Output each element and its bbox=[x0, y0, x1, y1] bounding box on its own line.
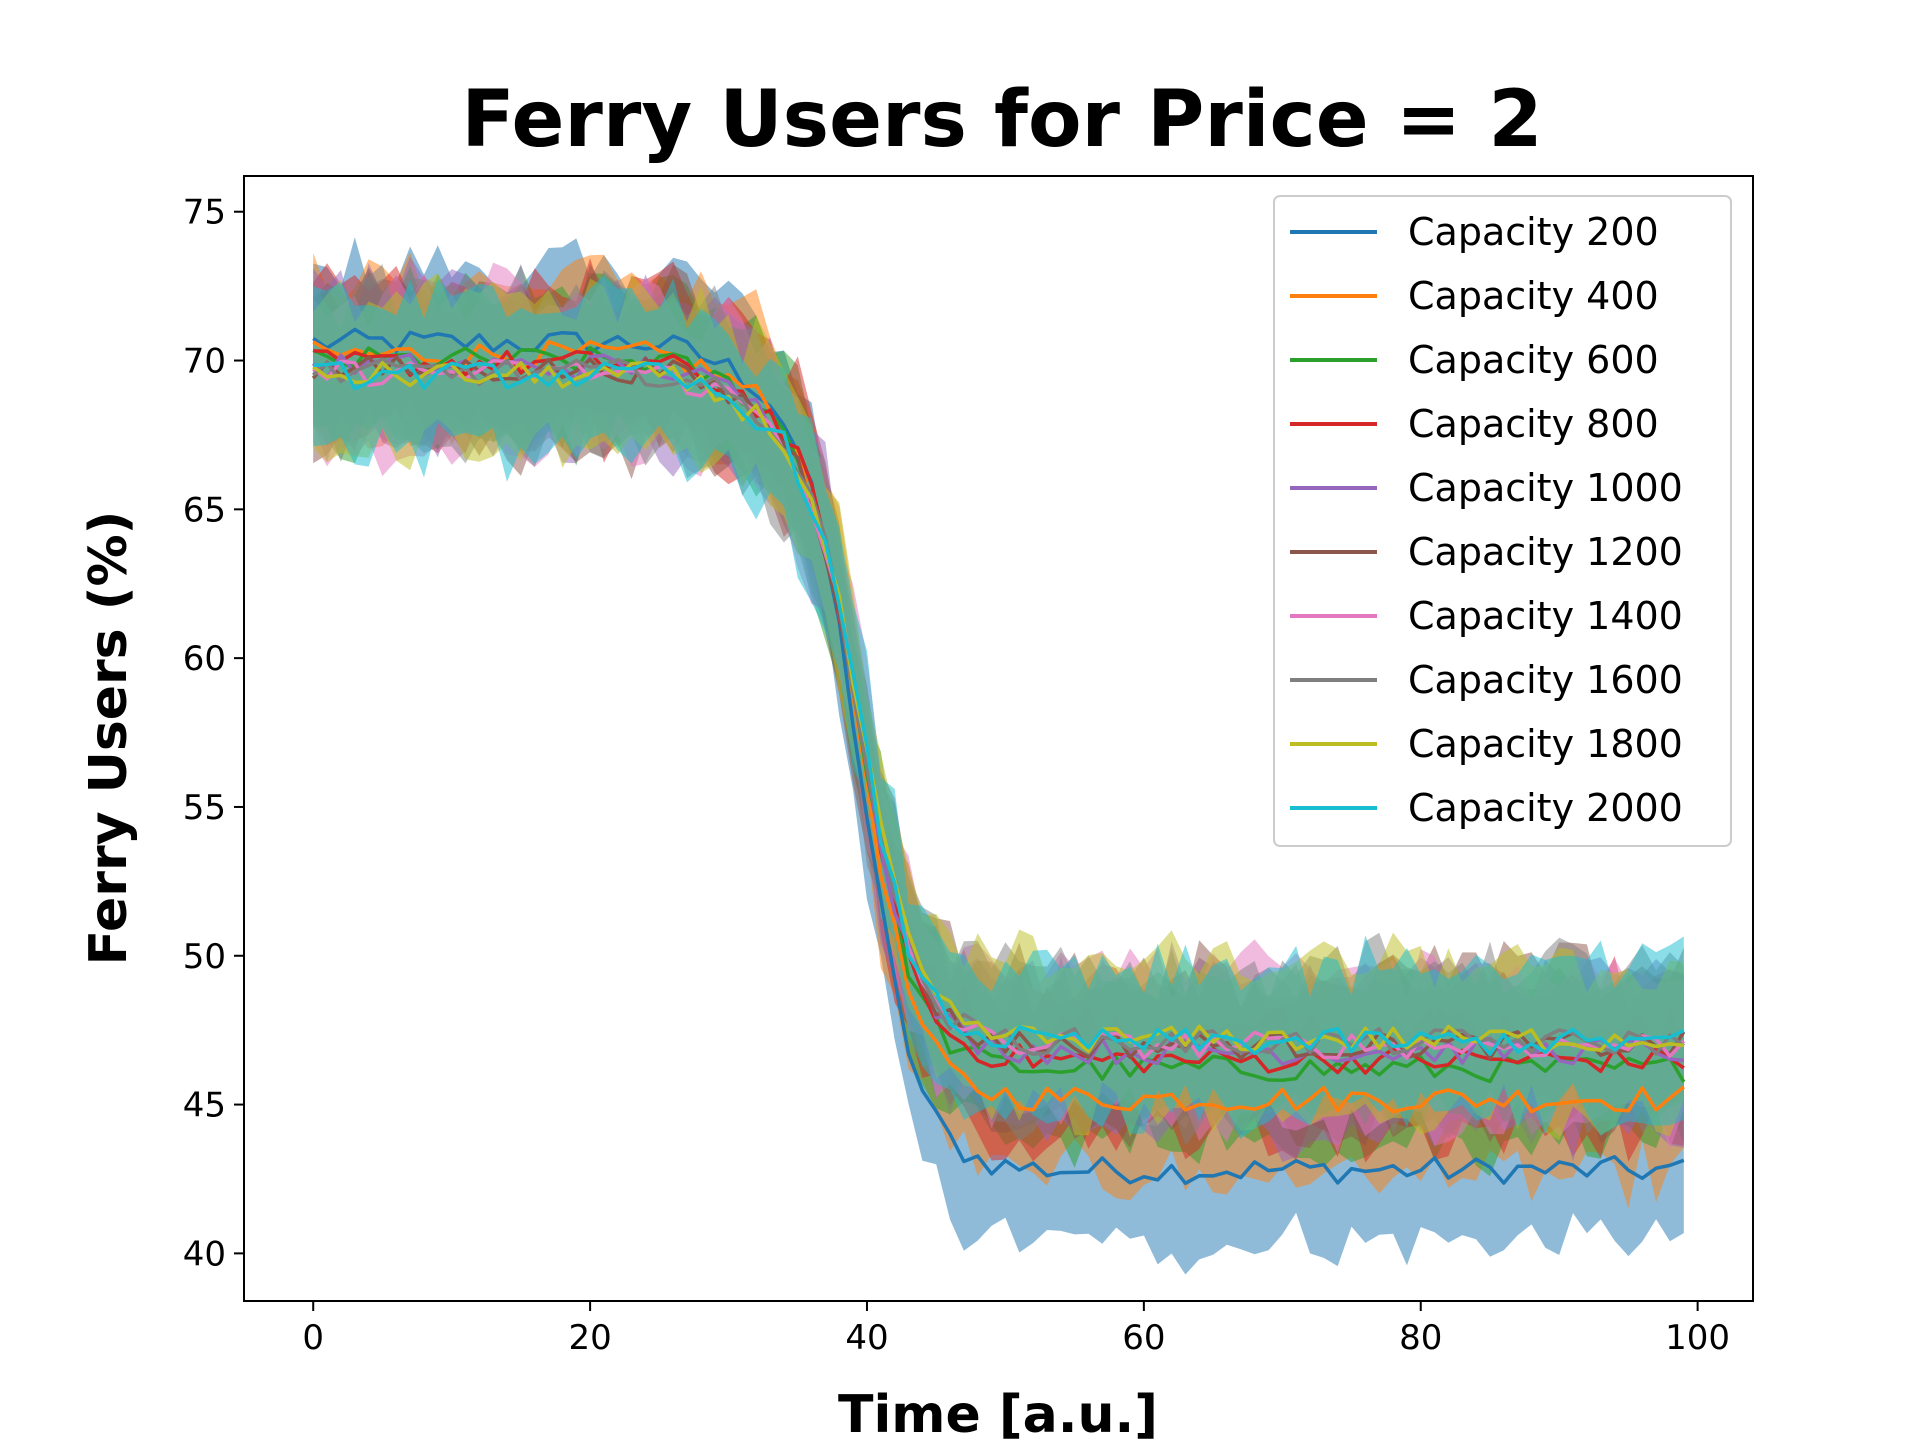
y-tick-label: 50 bbox=[183, 937, 226, 977]
line-capacity-1800 bbox=[312, 360, 1684, 1054]
y-tick-label: 45 bbox=[183, 1086, 226, 1126]
legend: Capacity 200 Capacity 400 Capacity 600 Capa… bbox=[1273, 195, 1732, 847]
plot-area-frame bbox=[243, 175, 1754, 1302]
x-tick-label: 80 bbox=[1399, 1318, 1442, 1358]
legend-entry: Capacity 2000 bbox=[1408, 786, 1683, 830]
x-tick-label: 40 bbox=[845, 1318, 888, 1358]
legend-entry: Capacity 1800 bbox=[1408, 722, 1683, 766]
line-capacity-600 bbox=[312, 345, 1686, 1084]
line-capacity-200 bbox=[312, 327, 1685, 1186]
x-tick-label: 20 bbox=[568, 1318, 611, 1358]
chart-title: Ferry Users for Price = 2 bbox=[461, 75, 1542, 165]
legend-entry: Capacity 1600 bbox=[1408, 658, 1683, 702]
x-tick-label: 100 bbox=[1665, 1318, 1730, 1358]
y-axis: 40 45 50 55 60 65 70 75 bbox=[183, 193, 244, 1274]
y-tick-label: 40 bbox=[183, 1234, 226, 1274]
legend-entry: Capacity 1400 bbox=[1408, 594, 1683, 638]
y-axis-label: Ferry Users (%) bbox=[79, 511, 139, 966]
line-capacity-800 bbox=[313, 349, 1685, 1075]
line-capacity-2000 bbox=[313, 361, 1685, 1056]
y-tick-label: 75 bbox=[183, 193, 226, 233]
x-axis: 0 20 40 60 80 100 bbox=[302, 1301, 1730, 1358]
legend-entry: Capacity 600 bbox=[1408, 338, 1659, 382]
y-tick-label: 70 bbox=[183, 342, 226, 382]
y-tick-label: 55 bbox=[183, 788, 226, 828]
legend-entry: Capacity 200 bbox=[1408, 210, 1659, 254]
legend-entry: Capacity 1000 bbox=[1408, 466, 1683, 510]
legend-entry: Capacity 1200 bbox=[1408, 530, 1683, 574]
legend-entry: Capacity 800 bbox=[1408, 402, 1659, 446]
y-tick-label: 60 bbox=[183, 639, 226, 679]
confidence-bands bbox=[313, 237, 1684, 1275]
legend-entry: Capacity 400 bbox=[1408, 274, 1659, 318]
x-tick-label: 60 bbox=[1122, 1318, 1165, 1358]
x-axis-label: Time [a.u.] bbox=[838, 1385, 1158, 1440]
legend-box bbox=[1273, 195, 1732, 847]
y-tick-label: 65 bbox=[183, 490, 226, 530]
series-lines bbox=[311, 327, 1686, 1186]
x-tick-label: 0 bbox=[302, 1318, 324, 1358]
